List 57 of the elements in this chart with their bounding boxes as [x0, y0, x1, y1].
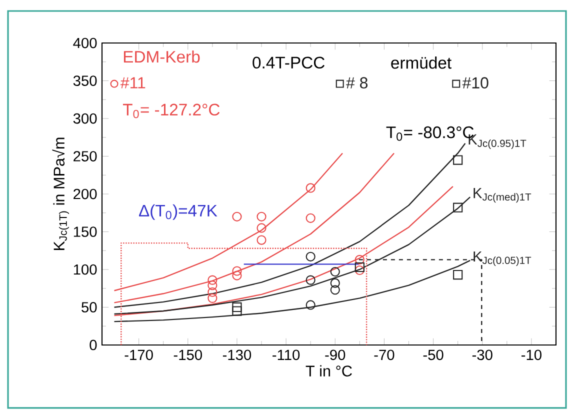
x-axis-title: T in °C	[306, 365, 352, 376]
point	[208, 280, 218, 290]
line-series	[114, 142, 466, 308]
annotation: EDM-Kerb	[124, 50, 200, 63]
point	[330, 278, 340, 288]
point	[354, 265, 364, 276]
point	[453, 202, 463, 212]
point	[232, 302, 242, 312]
point	[330, 285, 340, 295]
x-tick-label: -10	[522, 350, 542, 360]
y-tick-label: 0	[90, 340, 97, 350]
x-tick-label: -110	[272, 350, 300, 360]
y-tick-label: 250	[74, 151, 97, 162]
legend-label: # 8	[346, 77, 368, 88]
point	[232, 270, 242, 280]
y-tick-label: 400	[73, 38, 97, 48]
y-tick-label: 100	[74, 264, 97, 275]
y-tick-label: 150	[74, 226, 97, 237]
point	[453, 270, 463, 280]
x-tick-label: -50	[423, 350, 444, 360]
point	[232, 266, 242, 276]
point	[306, 275, 316, 285]
y-tick-label: 350	[73, 76, 97, 86]
y-axis-title: K$_{Jc(1T)}$ in MPa√m	[52, 138, 69, 250]
x-tick-label: -90	[325, 350, 346, 360]
point	[256, 223, 266, 233]
x-tick-label: -130	[222, 350, 252, 360]
legend-label: #10	[462, 77, 488, 88]
y-tick-label: 200	[74, 188, 97, 200]
point	[306, 183, 316, 193]
annotation: T$_{0}$= -127.2°C	[122, 104, 220, 118]
y-tick-label: 50	[82, 302, 97, 312]
point	[208, 293, 218, 303]
annotation: 0.4T-PCC	[252, 56, 325, 69]
point	[256, 235, 266, 245]
point	[208, 287, 218, 297]
point	[306, 252, 316, 262]
y-tick-label: 300	[73, 113, 97, 124]
annotation: ermüdet	[391, 56, 452, 69]
point	[232, 212, 242, 222]
point	[232, 306, 242, 316]
point	[354, 262, 364, 272]
series-label: K$_{Jc(med)1T}$	[474, 188, 532, 203]
annotation: Δ(T$_{0}$)=47K	[139, 204, 218, 220]
point	[453, 155, 463, 165]
point	[306, 300, 316, 310]
legend-label: #11	[120, 77, 146, 88]
x-tick-label: -70	[374, 350, 394, 360]
point	[330, 266, 340, 277]
point	[354, 254, 364, 264]
series-label: K$_{Jc(0.05)1T}$	[474, 251, 532, 266]
x-tick-label: -170	[124, 350, 153, 360]
point	[306, 213, 316, 223]
point	[256, 212, 266, 222]
x-tick-label: -150	[174, 350, 202, 360]
point	[208, 275, 218, 285]
x-tick-label: -30	[472, 350, 492, 360]
